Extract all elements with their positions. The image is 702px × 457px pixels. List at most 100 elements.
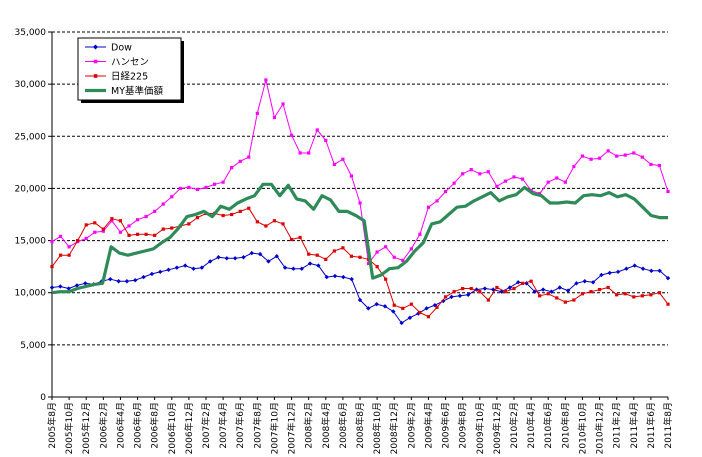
y-tick-label: 10,000 (15, 289, 47, 299)
data-point (50, 265, 54, 269)
data-point (607, 270, 612, 276)
data-point (615, 269, 621, 275)
data-point (324, 257, 328, 261)
data-point (74, 283, 80, 288)
data-point (580, 292, 585, 296)
data-point (84, 236, 88, 241)
legend-label: 日経225 (111, 71, 148, 83)
x-tick-label: 2006年10月 (166, 402, 178, 454)
data-point (289, 237, 294, 242)
legend-label: Dow (111, 43, 132, 54)
data-point (341, 157, 345, 161)
data-point (549, 289, 554, 294)
data-point (555, 296, 559, 300)
data-point (274, 254, 279, 259)
data-point (232, 256, 238, 261)
x-tick-label: 2010年2月 (508, 402, 520, 449)
data-point (349, 276, 354, 282)
x-tick-label: 2007年10月 (268, 402, 280, 454)
data-point (375, 265, 379, 269)
legend-marker (93, 74, 98, 78)
data-point (457, 293, 463, 299)
data-point (241, 255, 246, 260)
data-point (289, 133, 294, 137)
data-point (366, 261, 371, 266)
data-point (546, 292, 550, 296)
data-point (520, 281, 525, 285)
data-point (221, 180, 225, 184)
data-point (341, 274, 346, 280)
x-tick-label: 2010年12月 (594, 402, 606, 454)
data-point (426, 205, 431, 209)
data-point (401, 258, 405, 262)
x-tick-label: 2007年2月 (200, 402, 212, 449)
data-point (332, 162, 336, 167)
data-point (204, 185, 208, 189)
data-point (599, 272, 604, 278)
data-point (590, 280, 596, 285)
data-point (141, 274, 146, 280)
x-tick-label: 2008年4月 (320, 402, 332, 449)
data-point (195, 187, 200, 192)
data-point (281, 102, 285, 106)
data-point (195, 216, 200, 220)
data-point (441, 298, 446, 304)
data-point (426, 315, 431, 319)
data-point (665, 275, 671, 281)
data-point (199, 265, 205, 270)
data-point (640, 294, 644, 298)
x-tick-label: 2006年4月 (114, 402, 126, 449)
data-point (266, 259, 271, 264)
x-tick-label: 2007年4月 (217, 402, 229, 449)
x-tick-label: 2007年6月 (234, 402, 246, 449)
legend-marker (93, 59, 98, 64)
data-point (623, 292, 627, 296)
data-point (249, 250, 254, 256)
data-point (649, 162, 653, 167)
data-point (161, 227, 165, 231)
data-point (424, 306, 429, 311)
data-point (67, 245, 71, 249)
data-point (127, 224, 131, 228)
data-point (466, 292, 471, 297)
data-point (478, 172, 482, 176)
data-point (461, 286, 465, 291)
gridlines (52, 31, 668, 346)
data-point (170, 226, 174, 230)
data-point (108, 276, 113, 282)
data-point (624, 266, 629, 271)
data-point (657, 291, 662, 295)
data-point (382, 304, 388, 309)
data-point (418, 232, 422, 236)
data-point (135, 232, 140, 236)
x-tick-label: 2008年10月 (371, 402, 383, 454)
data-point (255, 111, 259, 115)
data-point (572, 164, 576, 169)
data-point (486, 298, 490, 302)
data-point (482, 286, 488, 291)
data-point (127, 233, 131, 237)
x-tick-label: 2006年2月 (97, 402, 109, 449)
data-point (449, 294, 454, 300)
data-point (401, 306, 405, 310)
x-tick-label: 2009年4月 (422, 402, 434, 449)
data-point (118, 230, 123, 234)
data-point (357, 297, 363, 303)
x-tick-label: 2006年6月 (132, 402, 144, 449)
data-point (50, 240, 54, 244)
data-point (632, 151, 636, 155)
data-point (212, 182, 217, 186)
data-point (49, 285, 55, 290)
data-point (640, 266, 646, 271)
axes (48, 31, 669, 400)
data-point (272, 115, 277, 120)
data-point (118, 219, 123, 223)
data-point (110, 219, 114, 223)
data-point (589, 157, 593, 161)
data-point (574, 281, 579, 286)
data-point (264, 78, 268, 82)
data-point (67, 253, 71, 257)
data-point (503, 290, 508, 294)
data-point (520, 177, 525, 181)
